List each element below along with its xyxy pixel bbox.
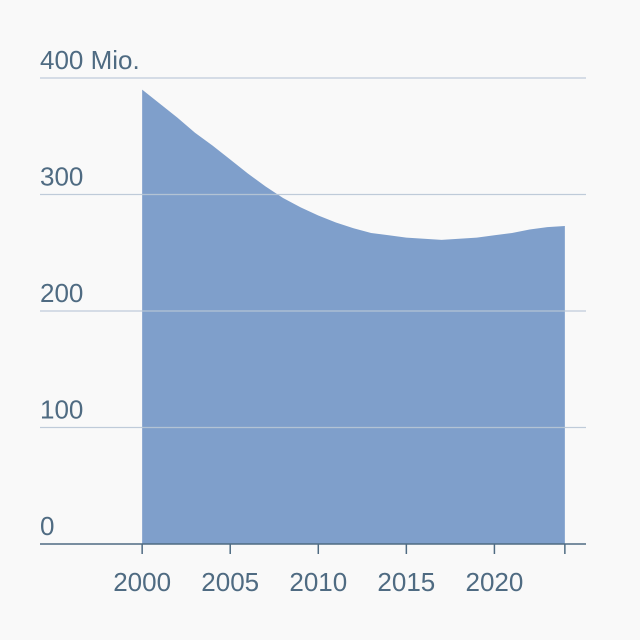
- y-tick-label: 0: [40, 511, 54, 541]
- y-tick-label: 300: [40, 162, 83, 192]
- x-tick-label: 2005: [201, 567, 259, 597]
- x-tick-label: 2020: [465, 567, 523, 597]
- x-tick-label: 2000: [113, 567, 171, 597]
- x-tick-label: 2015: [377, 567, 435, 597]
- y-tick-label: 100: [40, 395, 83, 425]
- y-tick-label: 200: [40, 278, 83, 308]
- x-tick-label: 2010: [289, 567, 347, 597]
- area-series: [142, 89, 565, 545]
- y-tick-label: 400 Mio.: [40, 45, 140, 75]
